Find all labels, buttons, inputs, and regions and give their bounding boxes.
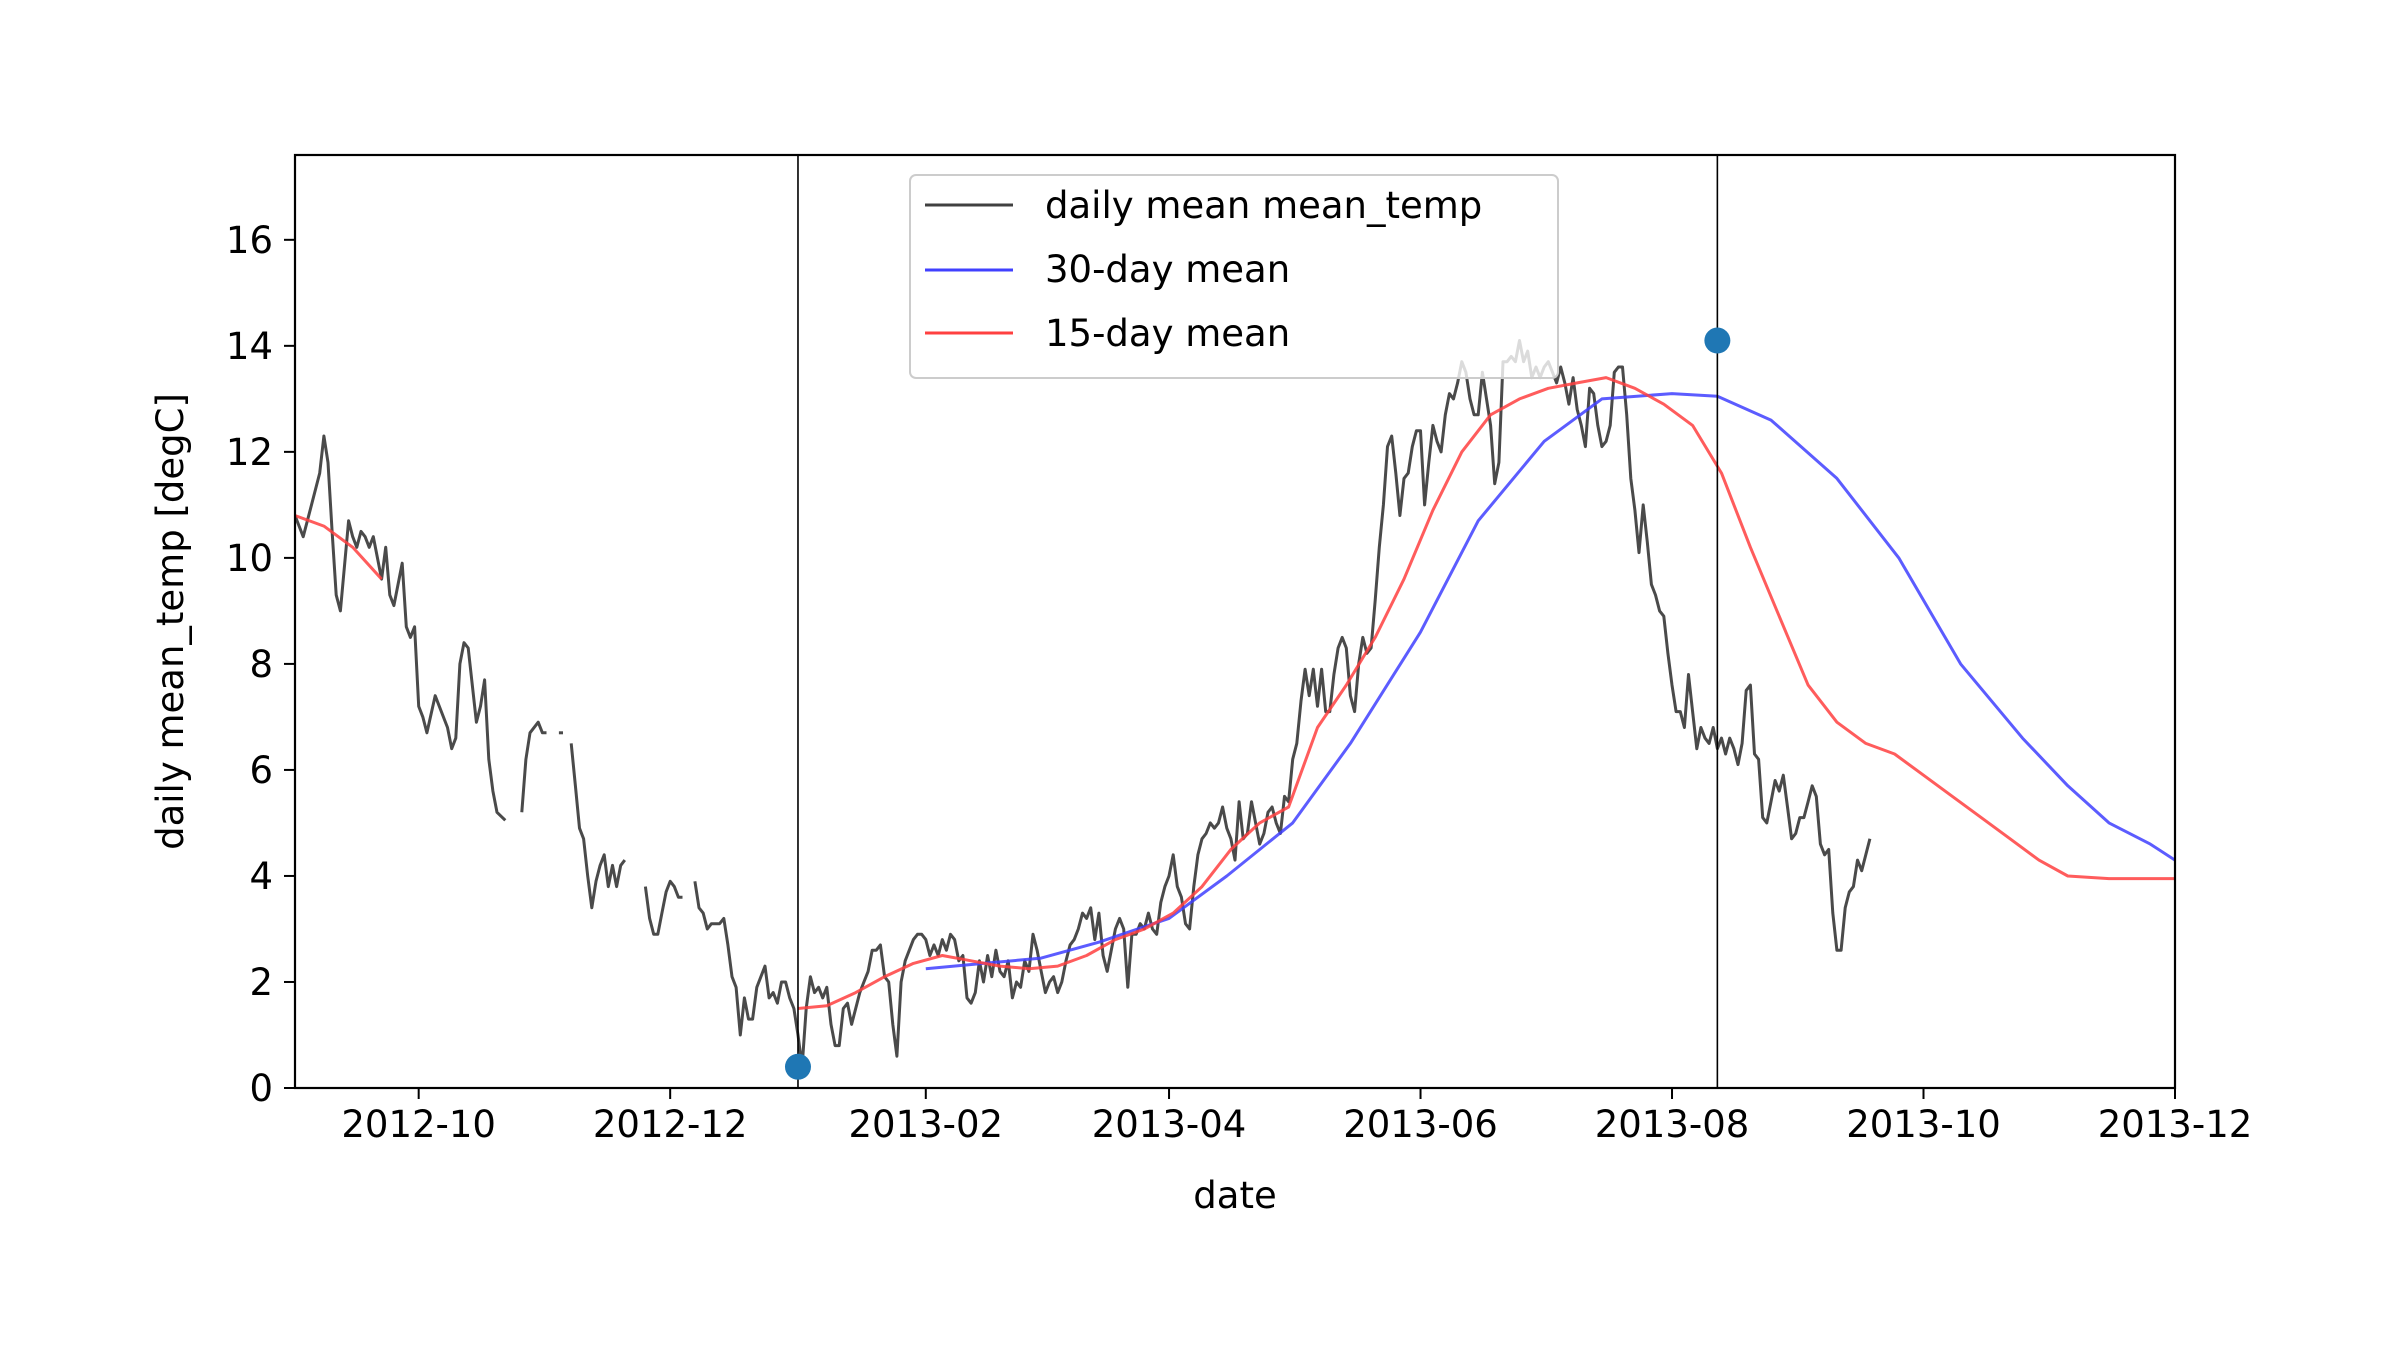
x-tick-label-4: 2013-06 (1343, 1103, 1498, 1146)
extremum-marker-0 (784, 1053, 811, 1080)
extremum-marker-1 (1704, 327, 1731, 354)
daily-mean-line-segment-3 (569, 743, 626, 910)
x-axis-title: date (1193, 1174, 1276, 1217)
x-axis: 2012-10 2012-12 2013-02 2013-04 2013-06 2013-… (341, 1088, 2252, 1146)
daily-mean-line-segment-5 (693, 339, 1872, 1069)
y-axis-title: daily mean_temp [degC] (149, 393, 192, 850)
y-axis: 0 2 4 6 8 10 12 14 16 (226, 219, 295, 1110)
legend-label-30-day: 30-day mean (1045, 248, 1290, 291)
x-tick-label-3: 2013-04 (1092, 1103, 1247, 1146)
y-tick-label-1: 2 (249, 961, 273, 1004)
plot-area (295, 155, 2175, 1088)
x-tick-label-5: 2013-08 (1595, 1103, 1750, 1146)
y-tick-label-0: 0 (249, 1067, 273, 1110)
y-tick-label-4: 8 (249, 643, 273, 686)
x-tick-label-6: 2013-10 (1846, 1103, 2001, 1146)
15-day-mean-line-segment-0 (295, 514, 383, 581)
x-tick-label-2: 2013-02 (848, 1103, 1003, 1146)
legend-frame (909, 174, 1559, 379)
x-tick-label-1: 2012-12 (593, 1103, 748, 1146)
legend-label-15-day: 15-day mean (1045, 312, 1290, 355)
daily-mean-line-segment-1 (520, 720, 547, 813)
plot-frame (293, 153, 2177, 1090)
y-tick-label-6: 12 (226, 431, 273, 474)
y-tick-label-8: 16 (226, 219, 273, 262)
x-tick-label-7: 2013-12 (2098, 1103, 2253, 1146)
y-tick-label-7: 14 (226, 325, 273, 368)
daily-mean-line-segment-0 (295, 434, 507, 822)
x-tick-label-0: 2012-10 (341, 1103, 496, 1146)
15-day-mean-line-segment-1 (797, 376, 2175, 1010)
y-tick-label-3: 6 (249, 749, 273, 792)
y-tick-label-2: 4 (249, 855, 273, 898)
legend-label-daily: daily mean mean_temp (1045, 184, 1482, 227)
y-tick-label-5: 10 (226, 537, 273, 580)
daily-mean-line-segment-4 (643, 879, 683, 936)
30-day-mean-line-segment-0 (925, 392, 2175, 971)
legend: daily mean mean_temp 30-day mean 15-day … (909, 174, 1559, 379)
